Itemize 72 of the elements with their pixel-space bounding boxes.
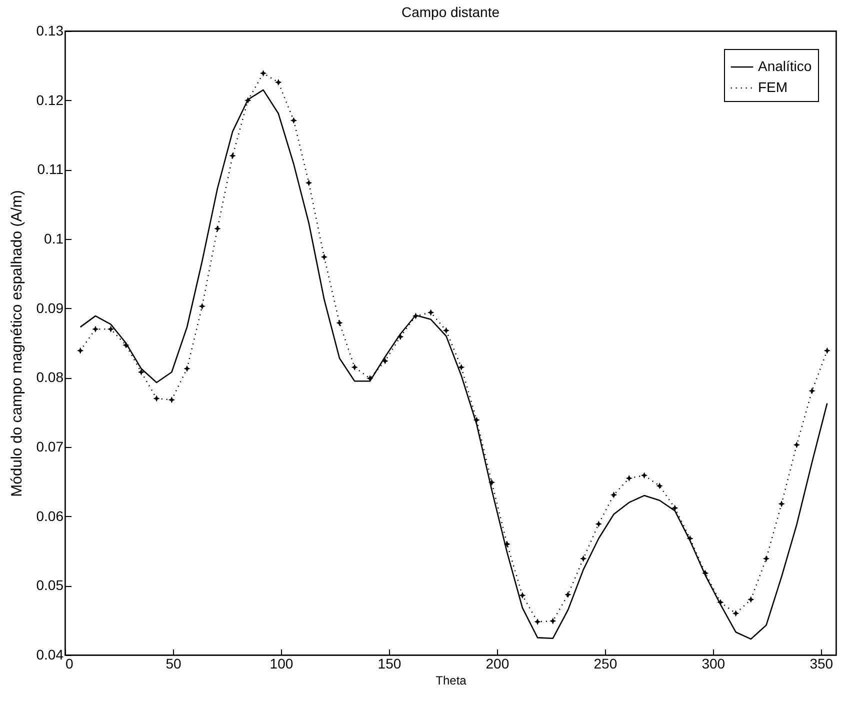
point [778,500,785,508]
point [793,442,800,448]
point [580,555,587,562]
legend-label: FEM [758,79,788,95]
x-tick-label: 350 [810,656,834,672]
point [229,152,236,160]
point [550,618,556,624]
point [564,591,572,598]
y-tick-label: 0.08 [36,369,64,386]
point [244,96,252,104]
point [640,472,648,479]
point [686,535,694,542]
point [702,570,709,577]
point [92,326,99,332]
point [473,416,480,424]
x-tick-label: 50 [166,656,182,672]
x-axis-title: Theta [436,674,467,688]
x-tick-label: 250 [594,656,618,672]
x-tick-label: 100 [270,656,294,672]
y-tick-label: 0.11 [37,161,64,178]
point [656,482,663,490]
y-axis-title: Módulo do campo magnético espalhado (A/m) [8,190,26,497]
point [595,520,602,528]
point [717,598,724,606]
point [366,375,374,382]
point [732,610,740,617]
point [824,347,830,354]
point [336,320,343,326]
point [138,368,145,376]
x-tick-label: 200 [486,656,510,672]
point [184,365,190,372]
y-tick-label: 0.06 [36,508,64,524]
y-tick-label: 0.09 [36,300,64,316]
x-tick-label: 0 [66,656,74,672]
point [107,326,114,332]
y-tick-label: 0.05 [36,577,64,594]
point [122,342,130,348]
point [397,333,404,340]
point [442,327,450,334]
point [320,254,328,260]
chart-title: Campo distante [401,4,500,20]
point [519,592,526,599]
y-tick-label: 0.04 [36,646,64,662]
point [76,347,84,354]
point [427,309,434,316]
point [260,70,267,77]
point [153,395,160,402]
y-tick-label: 0.1 [44,230,64,246]
x-tick-label: 150 [378,656,402,672]
point [214,225,221,232]
point [382,358,388,364]
point [534,618,541,626]
point [168,396,176,404]
point [672,504,678,512]
y-tick-label: 0.13 [36,22,64,38]
x-tick-label: 300 [702,656,726,672]
point [290,117,298,124]
point [808,387,816,394]
point [610,491,618,498]
point [762,555,770,562]
y-tick-label: 0.12 [36,92,64,108]
y-tick-label: 0.07 [36,438,64,454]
point [351,364,358,371]
point [626,474,632,482]
point [488,479,496,486]
point [748,596,754,603]
point [458,364,465,371]
point [305,179,312,186]
point [504,540,510,548]
legend-label: Analítico [758,58,812,74]
point [275,78,282,86]
point [198,302,206,310]
